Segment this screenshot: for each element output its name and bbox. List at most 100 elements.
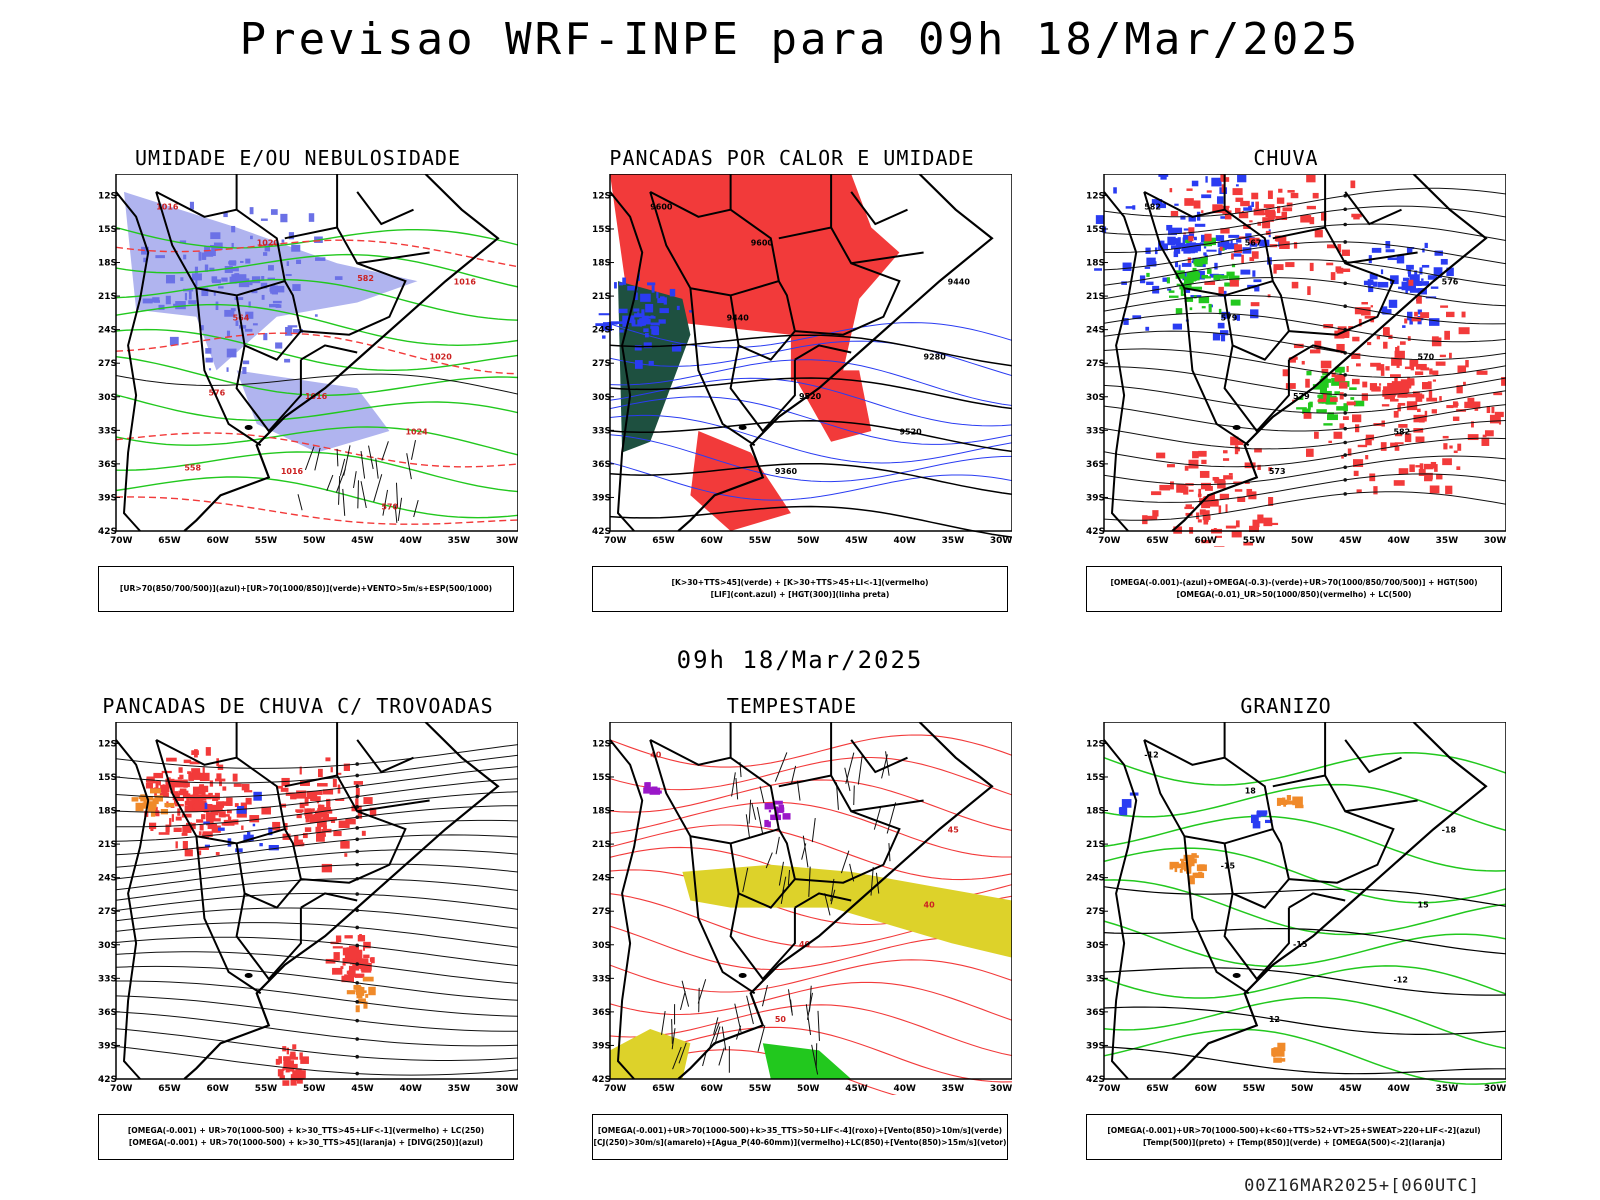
- field-cell: [1342, 416, 1349, 421]
- lon-tick-label: 60W: [1194, 536, 1217, 546]
- field-cell: [1159, 484, 1171, 491]
- country-border: [778, 774, 901, 884]
- streamline-arrow: [355, 784, 360, 789]
- streamline-arrow: [1343, 304, 1347, 309]
- field-cell: [1212, 204, 1223, 214]
- field-cell: [252, 323, 258, 326]
- coastline: [115, 191, 150, 532]
- field-cell: [309, 816, 320, 823]
- field-cell: [142, 298, 153, 304]
- field-cell: [1223, 497, 1228, 500]
- field-cell: [1283, 800, 1287, 807]
- field-cell: [237, 274, 247, 283]
- lake: [738, 972, 747, 978]
- field-cell: [1486, 405, 1491, 414]
- contour-line: [609, 801, 1012, 858]
- field-cell: [1331, 377, 1341, 386]
- field-cell: [292, 284, 301, 291]
- field-cell: [1465, 360, 1469, 368]
- field-cell: [1185, 239, 1190, 244]
- field-cell: [1446, 267, 1454, 277]
- field-cell: [1319, 385, 1327, 394]
- field-cell: [1202, 514, 1208, 521]
- field-cell: [315, 826, 322, 834]
- field-cell: [1186, 188, 1193, 191]
- field-cell: [1203, 519, 1209, 525]
- field-cell: [188, 803, 193, 812]
- field-cell: [352, 961, 357, 968]
- field-cell: [1412, 391, 1420, 396]
- field-cell: [1273, 1057, 1282, 1063]
- field-cell: [1314, 431, 1319, 439]
- field-cell: [221, 822, 229, 826]
- lat-tick-label: 36S: [592, 460, 611, 470]
- streamline-arrow: [1343, 222, 1347, 227]
- field-cell: [298, 1071, 301, 1080]
- field-cell: [278, 1056, 282, 1064]
- country-border: [851, 799, 924, 813]
- field-cell: [210, 815, 215, 821]
- field-cell: [290, 1051, 296, 1055]
- field-cell: [1265, 819, 1273, 824]
- field-cell: [1431, 337, 1442, 347]
- streamline: [1103, 294, 1506, 325]
- lon-tick-label: 30W: [990, 536, 1012, 546]
- lon-tick-label: 55W: [749, 536, 772, 546]
- contour-label: 9280: [924, 353, 947, 362]
- field-cell: [1337, 244, 1342, 253]
- field-cell: [1289, 357, 1296, 363]
- lon-tick-label: 50W: [1291, 1084, 1314, 1094]
- field-cell: [1225, 525, 1237, 529]
- country-border: [1288, 344, 1346, 361]
- field-cell: [1323, 423, 1333, 426]
- wind-vector: [731, 772, 736, 797]
- contour-line: [609, 756, 1012, 796]
- field-cell: [644, 782, 651, 790]
- field-cell: [1156, 452, 1166, 459]
- field-cell: [1482, 434, 1487, 438]
- contour-line: [115, 476, 518, 519]
- field-cell: [1445, 485, 1453, 495]
- wind-vector: [757, 1025, 766, 1052]
- field-cell: [186, 796, 190, 804]
- country-border: [1183, 836, 1250, 995]
- field-cell: [1204, 281, 1216, 285]
- field-cell: [1413, 362, 1417, 366]
- lat-tick-label: 27S: [98, 907, 117, 917]
- lat-tick-label: 12S: [592, 739, 611, 749]
- field-cell: [1183, 234, 1193, 243]
- field-cell: [249, 207, 254, 215]
- field-cell: [363, 941, 371, 949]
- field-cell: [1242, 247, 1252, 254]
- country-border: [729, 345, 796, 433]
- field-cell: [1170, 481, 1174, 490]
- field-cell: [155, 810, 160, 817]
- field-cell: [1394, 377, 1398, 383]
- field-cell: [1346, 366, 1349, 372]
- field-cell: [1364, 315, 1376, 319]
- field-cell: [1380, 269, 1384, 275]
- lat-tick-label: 27S: [1086, 359, 1105, 369]
- field-cell: [290, 795, 297, 800]
- country-border: [356, 191, 414, 226]
- field-cell: [1232, 188, 1243, 196]
- streamline-arrow: [355, 773, 360, 778]
- lat-tick-label: 21S: [592, 292, 611, 302]
- field-cell: [1175, 308, 1183, 315]
- field-cell: [180, 277, 184, 281]
- field-cell: [1186, 272, 1196, 277]
- field-cell: [198, 251, 202, 261]
- wind-vector: [661, 1010, 666, 1035]
- contour-label: 18: [1245, 786, 1257, 795]
- wind-vector: [304, 446, 315, 471]
- field-cell: [304, 796, 309, 806]
- field-cell: [1252, 519, 1260, 528]
- field-cell: [291, 244, 301, 252]
- lat-tick-label: 39S: [1086, 1041, 1105, 1051]
- field-cell: [1270, 522, 1279, 526]
- streamline: [115, 819, 518, 856]
- map-frame: [115, 174, 518, 532]
- field-cell: [1124, 800, 1130, 806]
- field-cell: [1424, 472, 1433, 480]
- field-cell: [1414, 311, 1418, 317]
